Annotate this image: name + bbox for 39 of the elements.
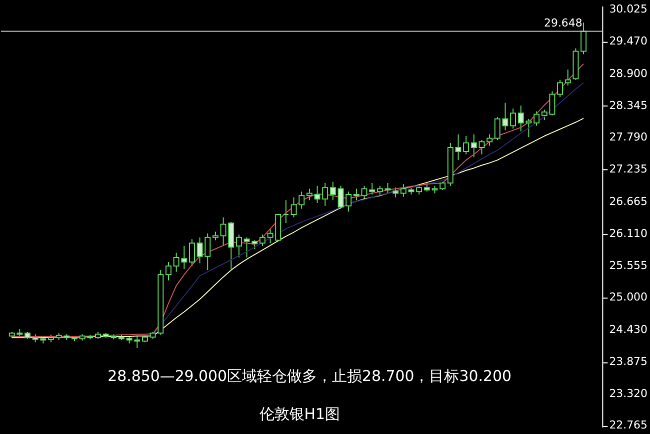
y-tick-label: 23.875	[609, 354, 648, 368]
y-tick-label: 23.320	[609, 386, 648, 400]
candlestick	[282, 200, 289, 224]
candlestick	[236, 234, 242, 258]
candlestick	[486, 134, 493, 146]
candlestick	[400, 184, 406, 198]
candlestick	[361, 185, 368, 200]
y-tick-label: 25.555	[609, 258, 648, 272]
y-tick-label: 27.790	[609, 130, 648, 144]
candlestick	[463, 136, 470, 155]
candlestick	[416, 184, 422, 195]
y-tick-label: 25.000	[609, 290, 648, 304]
y-tick-label: 30.025	[609, 2, 648, 16]
candlestick	[369, 182, 376, 195]
y-tick-label: 22.765	[609, 418, 648, 432]
candlestick	[259, 234, 266, 247]
candlestick	[564, 69, 571, 86]
candlestick	[188, 238, 195, 267]
candlestick	[165, 262, 172, 281]
annotation: 28.850—29.000区域轻仓做多，止损28.700，目标30.200	[108, 367, 512, 386]
ref-line-label: 29.648	[544, 16, 582, 30]
candlestick	[384, 182, 391, 194]
candlestick	[557, 79, 564, 98]
line-series	[152, 82, 584, 336]
y-tick-label: 26.110	[609, 226, 648, 240]
candlestick	[580, 22, 587, 55]
candlestick	[306, 188, 312, 201]
candlestick	[353, 188, 360, 201]
y-tick-label: 27.235	[609, 162, 648, 176]
candlestick	[392, 187, 399, 198]
candlestick	[534, 110, 540, 126]
y-tick-label: 29.470	[609, 34, 648, 48]
y-tick-label: 24.430	[609, 323, 648, 336]
candlestick	[330, 181, 336, 201]
y-tick-label: 26.665	[609, 195, 648, 208]
y-tick-label: 28.900	[609, 67, 648, 80]
annotation: 伦敦银H1图	[259, 405, 340, 424]
y-tick-label: 28.345	[609, 98, 648, 112]
candlestick	[510, 108, 516, 130]
